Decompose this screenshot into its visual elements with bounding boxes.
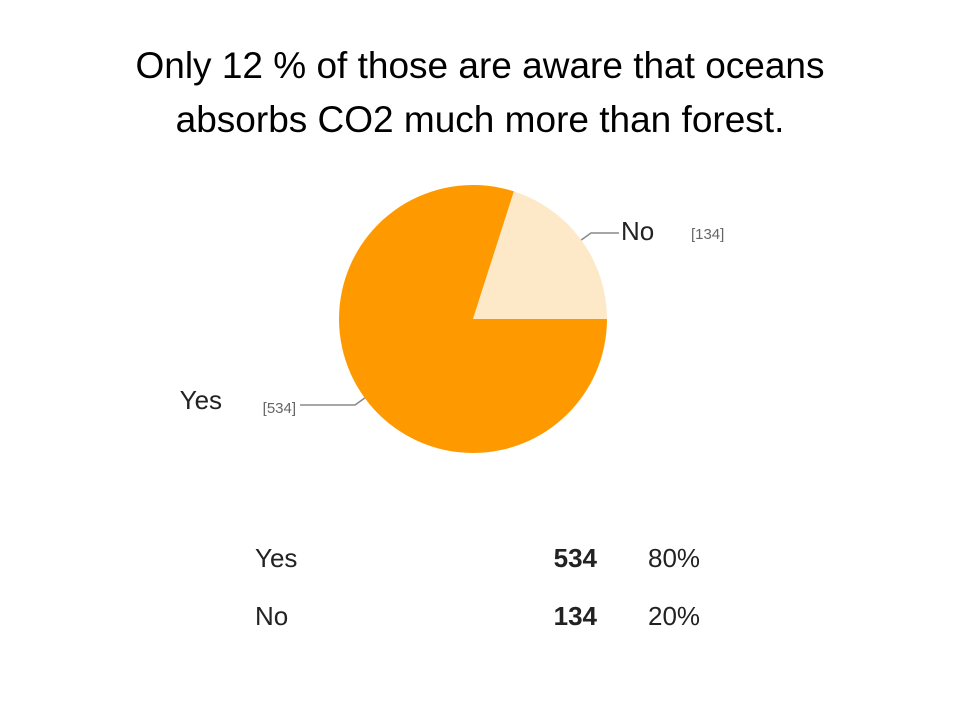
slice-label: Yes [180, 385, 222, 415]
table-cell: Yes [255, 543, 297, 573]
table-cell: 20% [648, 601, 700, 631]
leader-line [580, 232, 619, 241]
slice-label: No [621, 216, 654, 246]
table-cell: No [255, 601, 288, 631]
leader-line [300, 397, 366, 406]
table-cell: 534 [554, 543, 598, 573]
table-cell: 80% [648, 543, 700, 573]
title-line: absorbs CO2 much more than forest. [176, 99, 785, 140]
value-label: [534] [263, 400, 296, 417]
value-label: [134] [691, 226, 724, 243]
pie-slice [338, 184, 607, 453]
table-cell: 134 [554, 601, 598, 631]
pie-slice [473, 191, 607, 319]
title-line: Only 12 % of those are aware that oceans [135, 45, 824, 86]
